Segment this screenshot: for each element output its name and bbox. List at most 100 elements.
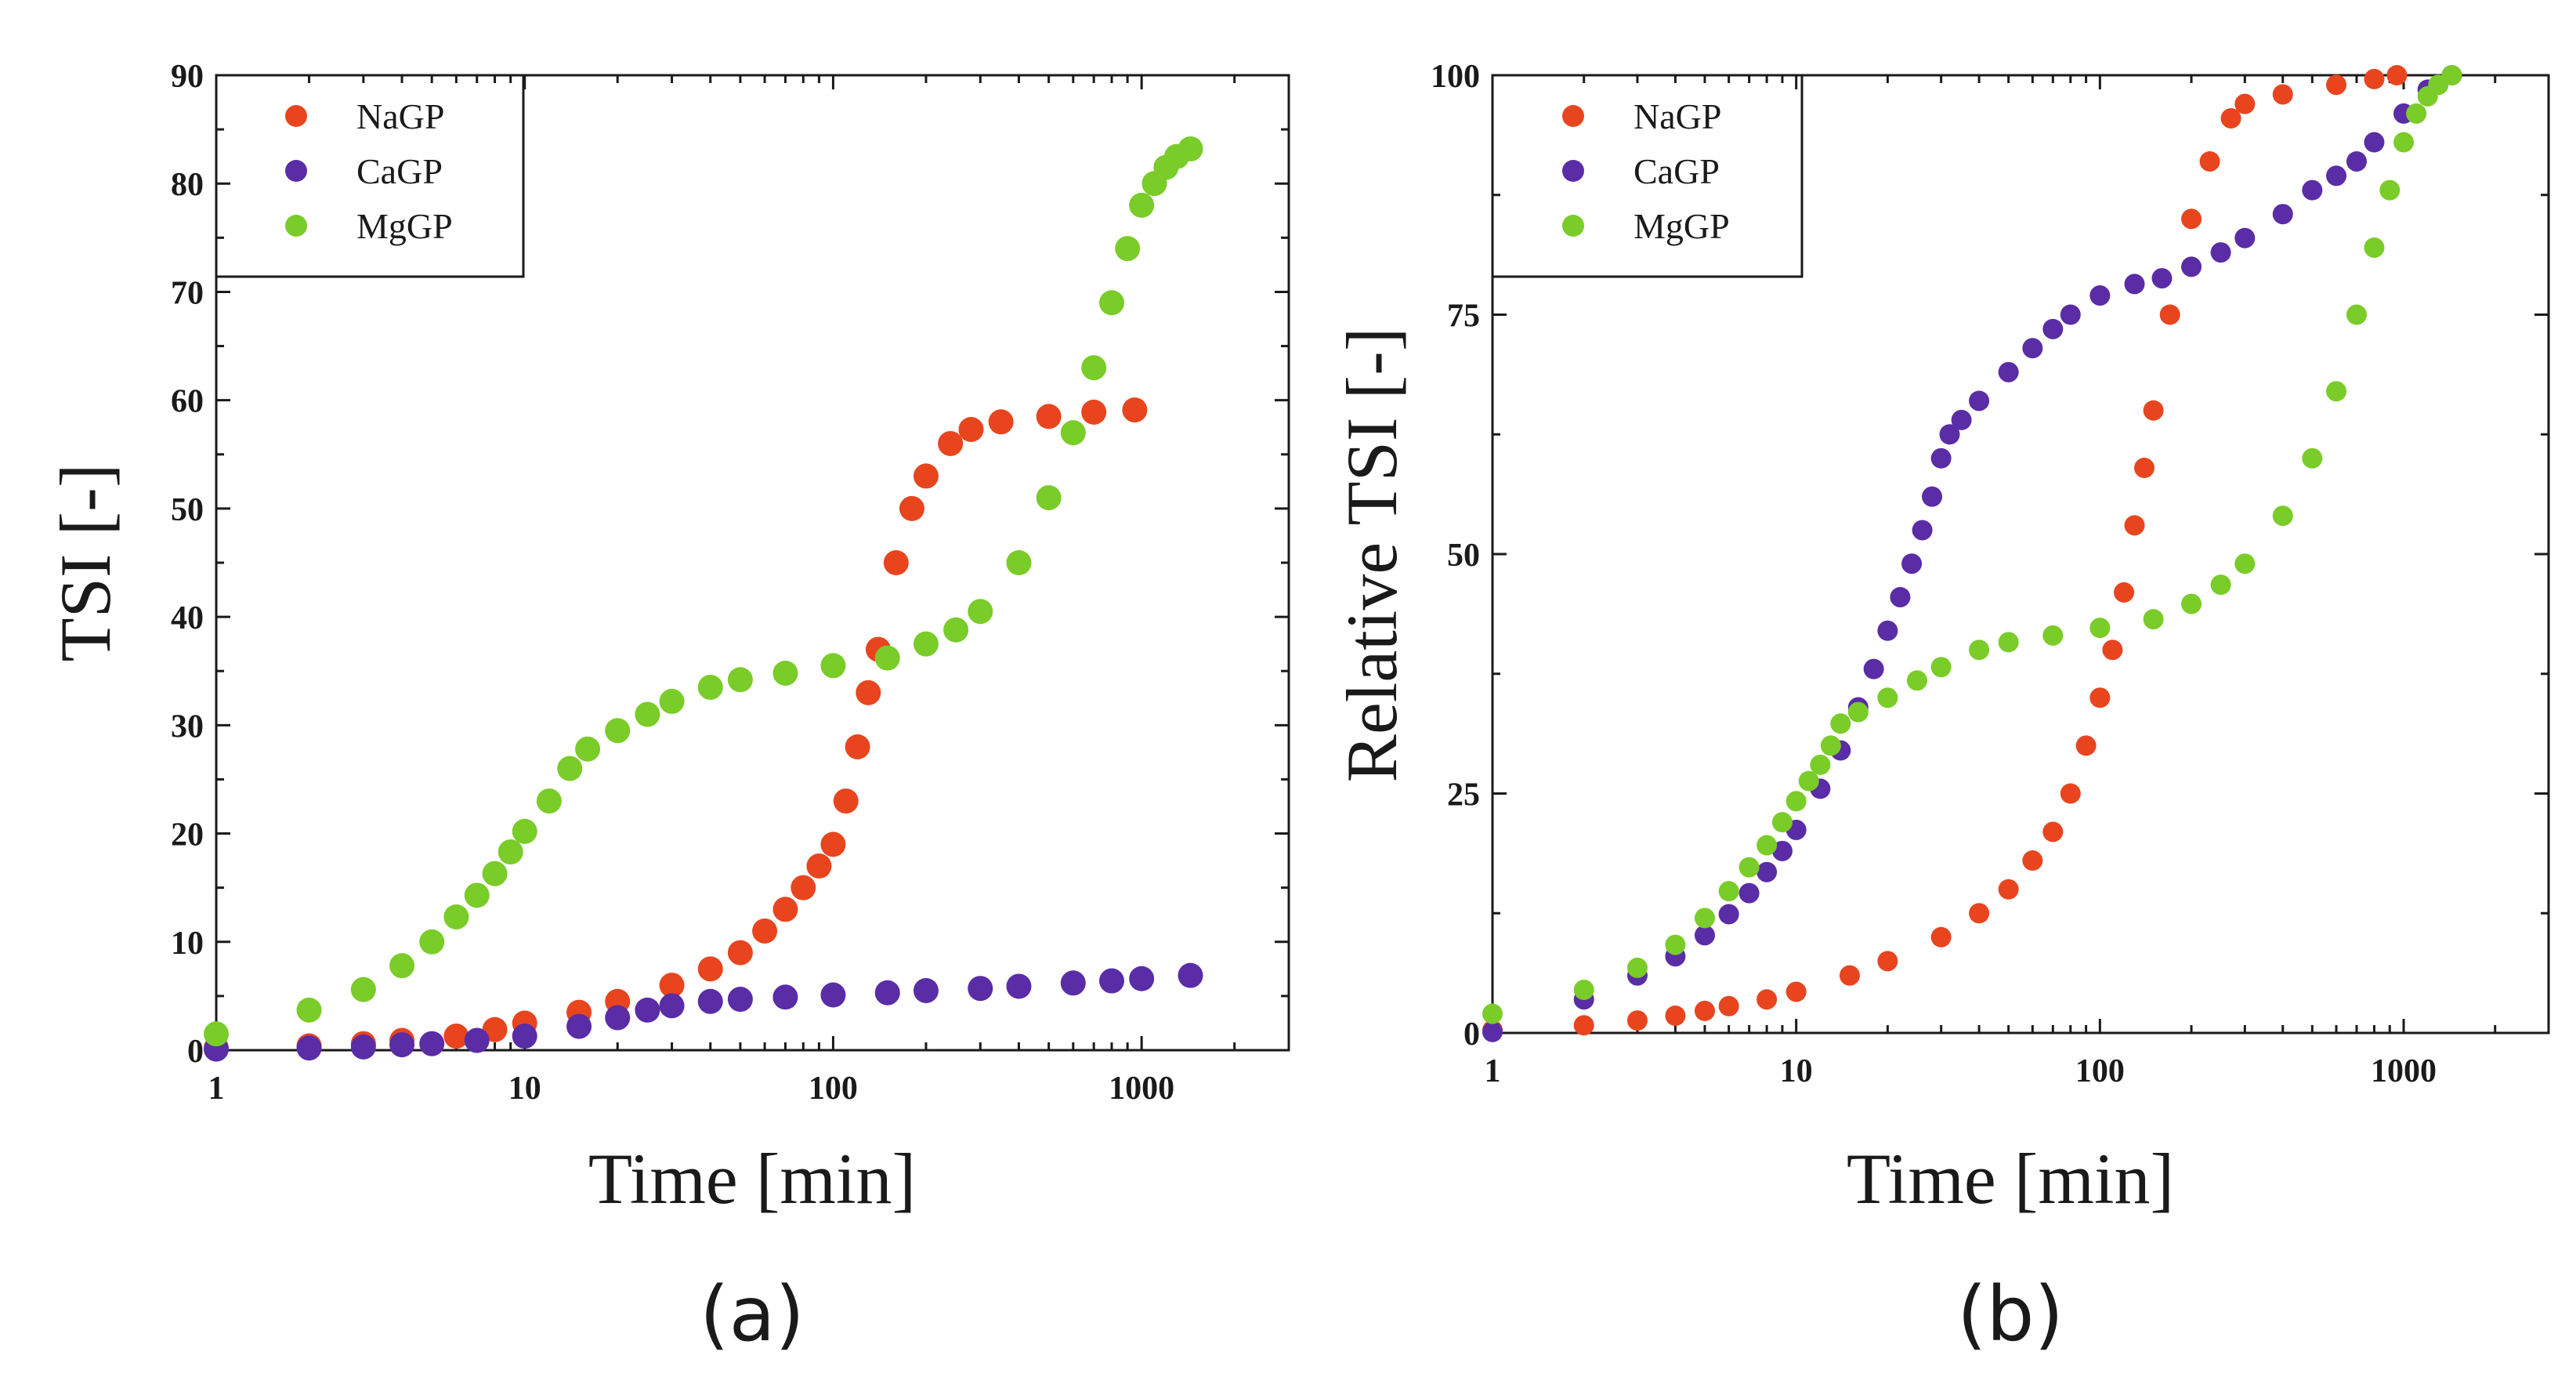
data-point	[772, 660, 798, 686]
data-point	[1890, 586, 1911, 607]
data-point	[883, 550, 909, 575]
y-axis-label-a: TSI [-]	[45, 464, 125, 662]
y-tick-label: 80	[171, 167, 204, 203]
data-point	[913, 463, 939, 489]
legend-marker	[1562, 215, 1584, 237]
data-point	[1901, 553, 1923, 574]
data-point	[1482, 1021, 1503, 1042]
y-tick-label: 50	[1447, 538, 1480, 574]
data-point	[1694, 1000, 1715, 1021]
data-point	[296, 997, 322, 1023]
y-tick-label: 30	[171, 708, 204, 745]
data-point	[512, 1024, 537, 1049]
data-point	[1060, 970, 1086, 996]
data-point	[2089, 618, 2111, 639]
data-point	[913, 631, 939, 657]
data-point	[727, 987, 753, 1013]
legend-box	[1492, 75, 1804, 278]
data-point	[2124, 274, 2145, 295]
series-NaGP	[204, 397, 1148, 1061]
legend-label: NaGP	[356, 96, 444, 136]
data-point	[874, 980, 900, 1006]
y-tick-label: 75	[1447, 299, 1480, 335]
data-point	[2364, 68, 2385, 89]
data-point	[1998, 879, 2019, 900]
data-point	[1906, 670, 1927, 691]
data-point	[2134, 458, 2155, 479]
data-point	[2272, 204, 2293, 225]
data-point	[1482, 1003, 1503, 1024]
data-point	[958, 416, 984, 442]
data-point	[419, 1031, 445, 1056]
series-CaGP	[1482, 65, 2462, 1042]
data-point	[1006, 973, 1032, 999]
data-point	[1626, 1010, 1648, 1031]
data-point	[2022, 338, 2043, 359]
y-tick-label: 25	[1447, 777, 1480, 814]
data-point	[1969, 903, 1990, 924]
legend-label: CaGP	[356, 151, 443, 191]
data-point	[1115, 236, 1141, 262]
data-point	[1939, 424, 1960, 445]
data-point	[482, 861, 508, 886]
data-point	[2143, 609, 2164, 630]
data-point	[1006, 550, 1032, 575]
data-point	[2181, 208, 2202, 230]
data-point	[1098, 968, 1124, 994]
legend-a: NaGP CaGP MgGP	[216, 75, 525, 278]
data-point	[2441, 65, 2462, 85]
data-point	[1036, 485, 1062, 511]
data-point	[697, 988, 723, 1014]
data-point	[1757, 861, 1778, 882]
data-point	[1877, 951, 1898, 972]
chart-panel-a: 0 10 20 30 40 50 60 70 80 90 1 10 100 1000 NaGP CaGP M…	[45, 59, 1290, 1358]
data-point	[1820, 735, 1841, 756]
data-point	[1830, 713, 1851, 734]
data-point	[1573, 1015, 1594, 1036]
panel-label-b: (b)	[1957, 1270, 2064, 1358]
data-point	[2075, 735, 2097, 756]
data-point	[605, 1005, 631, 1031]
data-points-a	[204, 136, 1203, 1062]
data-point	[389, 1032, 415, 1058]
data-point	[635, 701, 660, 727]
data-point	[1129, 966, 1155, 991]
data-point	[2114, 582, 2135, 603]
data-point	[2272, 506, 2293, 527]
y-axis-b: 0 25 50 75 100	[1431, 59, 2549, 1053]
data-point	[1694, 908, 1715, 929]
data-point	[2234, 227, 2256, 248]
data-point	[1839, 965, 1860, 986]
data-point	[2302, 179, 2323, 201]
data-point	[2386, 65, 2408, 85]
data-point	[1665, 1006, 1686, 1027]
x-tick-label: 1000	[2371, 1053, 2437, 1089]
legend-marker	[285, 160, 307, 182]
data-point	[772, 897, 798, 922]
data-point	[2199, 150, 2220, 172]
y-tick-label: 0	[1463, 1016, 1480, 1053]
data-point	[536, 788, 562, 814]
data-point	[1178, 136, 1203, 161]
x-axis-label-a: Time [min]	[588, 1139, 916, 1219]
series-MgGP	[1482, 65, 2462, 1024]
data-point	[2406, 103, 2427, 124]
data-point	[464, 882, 490, 908]
y-tick-label: 100	[1431, 59, 1480, 95]
data-point	[497, 839, 523, 865]
data-point	[2379, 179, 2401, 201]
y-tick-label: 0	[187, 1034, 204, 1070]
legend-box	[216, 75, 525, 278]
y-axis-a: 0 10 20 30 40 50 60 70 80 90	[171, 59, 1289, 1070]
series-NaGP	[1482, 65, 2408, 1041]
x-tick-label: 1	[1485, 1053, 1501, 1089]
data-point	[2159, 304, 2180, 325]
data-point	[2210, 242, 2231, 263]
data-point	[820, 832, 846, 857]
panel-label-a: (a)	[700, 1270, 805, 1358]
legend-marker	[285, 215, 307, 237]
data-point	[820, 982, 846, 1008]
data-point	[874, 645, 900, 671]
y-tick-label: 10	[171, 926, 204, 962]
